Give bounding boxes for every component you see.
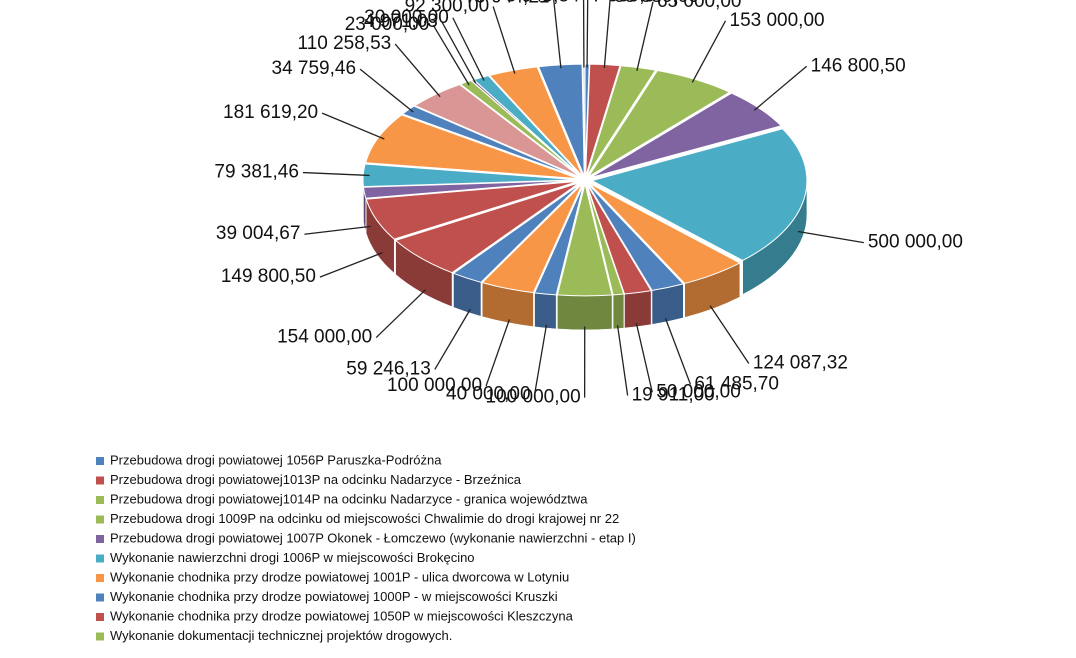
slice — [533, 183, 585, 296]
data-label: 149 800,50 — [221, 266, 316, 287]
leader-line — [553, 0, 562, 69]
data-label: 100 000,00 — [486, 387, 581, 408]
legend-swatch — [96, 515, 104, 524]
leader-line — [636, 1, 654, 71]
data-label: 50 000,00 — [656, 381, 741, 402]
legend-swatch — [96, 613, 104, 621]
leader-line — [616, 325, 629, 396]
slice — [401, 105, 580, 179]
data-label: 39 004,67 — [216, 223, 301, 244]
legend-swatch — [96, 457, 104, 465]
leader-line — [359, 68, 414, 113]
leader-line — [432, 24, 470, 86]
data-label: 59 246,13 — [346, 358, 431, 379]
slice — [585, 183, 625, 296]
data-label: 100 000,00 — [387, 375, 482, 396]
data-label: 154 000,00 — [277, 327, 372, 348]
data-label: 500 000,00 — [868, 232, 963, 253]
leader-line — [441, 21, 477, 84]
legend-label: Wykonanie chodnika przy drodze powiatowe… — [110, 569, 569, 584]
data-label: 23 000,00 — [345, 14, 430, 35]
data-label: 65 000,00 — [657, 0, 742, 12]
slice-side — [624, 290, 652, 329]
legend-swatch — [96, 535, 104, 543]
leader-line — [321, 112, 385, 140]
legend-swatch — [96, 632, 104, 641]
slice — [556, 183, 613, 297]
leader-line — [492, 6, 516, 74]
legend-swatch — [96, 476, 104, 485]
slice — [481, 183, 584, 294]
data-label: 19 911,00 — [632, 385, 715, 406]
leader-line — [753, 65, 808, 111]
data-label: 92 300,00 — [405, 0, 490, 16]
legend-swatch — [96, 574, 104, 582]
data-label: 34 759,46 — [272, 58, 357, 79]
data-label: 79 381,46 — [214, 162, 299, 183]
legend-swatch — [96, 593, 104, 602]
leader-line — [485, 319, 511, 387]
legend-label: Przebudowa drogi powiatowej1014P na odci… — [110, 491, 588, 506]
slice — [588, 182, 741, 284]
slice-side — [557, 294, 613, 331]
data-label: 61 485,70 — [694, 373, 779, 394]
legend-label: Wykonanie chodnika przy drodze powiatowe… — [110, 589, 558, 604]
legend-label: Przebudowa drogi powiatowej 1056P Parusz… — [110, 452, 442, 467]
leader-line — [302, 171, 370, 177]
slice-side — [612, 293, 625, 330]
data-label: 40 000,00 — [446, 384, 531, 405]
slice — [586, 183, 652, 295]
leader-line — [434, 308, 471, 370]
legend-label: Wykonanie chodnika przy drodze powiatowe… — [110, 608, 574, 623]
legend-label: Przebudowa drogi powiatowej1013P na odci… — [110, 472, 522, 487]
leader-line — [709, 305, 750, 364]
leader-line — [394, 43, 441, 98]
slice — [413, 83, 581, 178]
slice — [590, 92, 783, 179]
data-label: 3 945,84 — [506, 0, 580, 6]
data-label: 4 971,03 — [364, 11, 438, 32]
data-label: 30 000,00 — [364, 7, 449, 28]
slice — [452, 182, 582, 283]
legend-swatch — [96, 554, 104, 563]
leader-line — [304, 225, 371, 235]
data-label: 110 258,53 — [298, 33, 392, 54]
data-label: 55 350,00 — [614, 0, 699, 7]
legend-label: Wykonanie nawierzchni drogi 1006P w miej… — [110, 550, 475, 565]
slice-side — [534, 292, 557, 330]
data-label: 124 087,32 — [753, 353, 848, 374]
data-label: 79 944,21 — [465, 0, 550, 8]
leader-line — [319, 252, 383, 278]
slice — [587, 183, 685, 291]
data-label: 153 000,00 — [730, 10, 825, 31]
leader-line — [797, 230, 864, 244]
leader-line — [635, 323, 653, 393]
legend-label: Wykonanie dokumentacji technicznej proje… — [110, 628, 452, 643]
data-label: 181 619,20 — [223, 102, 318, 123]
legend-swatch — [96, 496, 104, 504]
slice — [365, 180, 579, 240]
slice — [590, 128, 808, 261]
slice — [588, 70, 731, 178]
legend-label: Przebudowa drogi 1009P na odcinku od mie… — [110, 511, 619, 526]
leader-line — [586, 0, 589, 68]
slice — [362, 179, 579, 199]
slice — [394, 182, 581, 274]
data-label: 7 569,97 — [592, 0, 666, 6]
leader-line — [533, 324, 548, 395]
slice — [586, 65, 657, 177]
slice — [364, 114, 579, 180]
leader-line — [375, 289, 427, 339]
leader-line — [452, 17, 485, 81]
slice — [488, 66, 584, 177]
legend-label: Przebudowa drogi powiatowej 1007P Okonek… — [110, 530, 636, 545]
leader-line — [691, 20, 727, 83]
data-label: 146 800,50 — [811, 55, 906, 76]
leader-line — [603, 0, 611, 69]
leader-line — [664, 318, 692, 385]
